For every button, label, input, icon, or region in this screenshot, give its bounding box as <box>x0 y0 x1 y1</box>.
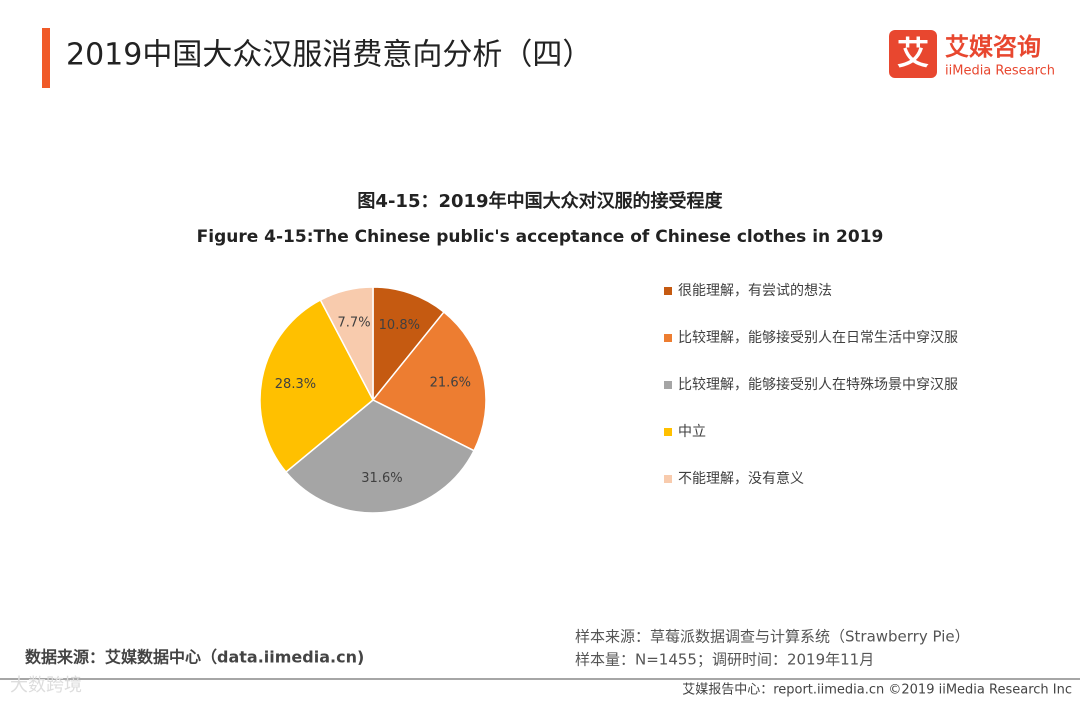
legend-swatch <box>664 287 672 295</box>
data-label: 21.6% <box>430 376 471 391</box>
sample-source: 样本来源：草莓派数据调查与计算系统（Strawberry Pie） <box>575 628 970 646</box>
legend-swatch <box>664 334 672 342</box>
logo-sub: iiMedia Research <box>945 64 1055 79</box>
pie: 10.8% 21.6% 31.6% 28.3% 7.7% <box>259 286 487 514</box>
pie-slice <box>259 298 374 474</box>
sample-size: 样本量：N=1455；调研时间：2019年11月 <box>575 651 874 669</box>
legend-swatch <box>664 428 672 436</box>
chart-subtitle: Figure 4-15:The Chinese public's accepta… <box>197 227 884 247</box>
legend-swatch <box>664 381 672 389</box>
logo-box <box>889 30 937 78</box>
data-label: 28.3% <box>275 377 316 392</box>
data-label: 7.7% <box>338 316 371 331</box>
legend-label: 比较理解，能够接受别人在特殊场景中穿汉服 <box>678 376 958 393</box>
data-source: 数据来源：艾媒数据中心（data.iimedia.cn) <box>25 648 364 667</box>
page-title: 2019中国大众汉服消费意向分析（四） <box>66 38 592 73</box>
legend-label: 很能理解，有尝试的想法 <box>678 283 832 299</box>
pie-slice <box>371 310 487 452</box>
legend-label: 比较理解，能够接受别人在日常生活中穿汉服 <box>678 329 958 346</box>
report-center: 艾媒报告中心：report.iimedia.cn ©2019 iiMedia R… <box>682 683 1072 698</box>
legend-swatch <box>664 475 672 483</box>
pie-slice <box>372 286 445 403</box>
chart-title: 图4-15：2019年中国大众对汉服的接受程度 <box>357 190 723 212</box>
legend-label: 中立 <box>678 424 706 440</box>
logo-mark: 艾 <box>897 34 929 72</box>
data-label: 10.8% <box>379 318 420 333</box>
legend: 很能理解，有尝试的想法比较理解，能够接受别人在日常生活中穿汉服比较理解，能够接受… <box>664 283 958 487</box>
legend-label: 不能理解，没有意义 <box>678 470 804 487</box>
watermark: 大数跨境 <box>10 675 82 696</box>
logo-name: 艾媒咨询 <box>945 33 1041 61</box>
pie-slice <box>319 286 374 401</box>
data-label: 31.6% <box>361 471 402 486</box>
pie-slice <box>284 399 476 514</box>
title-accent <box>42 28 50 88</box>
